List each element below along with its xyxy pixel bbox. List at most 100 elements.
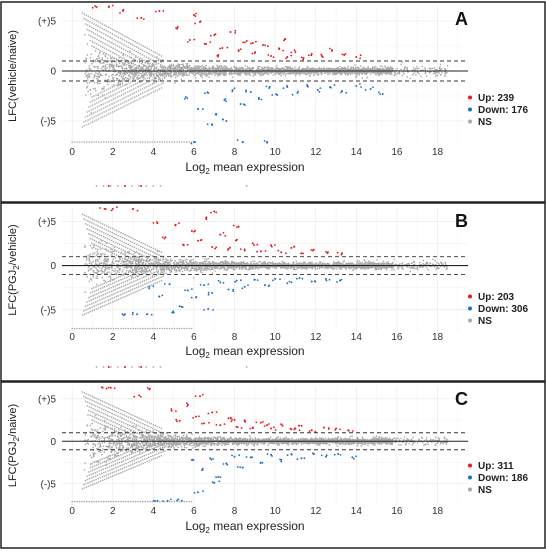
- ns-point: [184, 269, 186, 271]
- ns-point: [100, 41, 102, 43]
- ns-point: [249, 67, 251, 69]
- ns-point: [123, 53, 125, 55]
- ns-point: [92, 104, 94, 106]
- outlier-point: [140, 185, 142, 187]
- ns-point: [406, 67, 408, 69]
- ns-point: [149, 63, 151, 65]
- ns-point: [127, 62, 129, 64]
- ns-point: [93, 247, 95, 249]
- ns-point: [142, 45, 144, 47]
- down-point: [297, 91, 299, 93]
- ns-point: [96, 276, 98, 278]
- up-point: [270, 55, 272, 57]
- ns-point: [132, 63, 134, 65]
- ns-point: [87, 79, 89, 81]
- ns-point: [194, 269, 196, 271]
- ns-point: [102, 57, 104, 59]
- ns-point: [99, 35, 101, 37]
- ns-point: [384, 69, 386, 71]
- ns-point: [118, 51, 120, 53]
- ns-point: [280, 73, 282, 75]
- down-point: [334, 84, 336, 86]
- ns-point: [101, 28, 103, 30]
- ns-point: [98, 40, 100, 42]
- ns-point: [158, 68, 160, 70]
- ns-point: [107, 84, 109, 86]
- ns-point: [181, 64, 183, 66]
- ns-point: [129, 94, 131, 96]
- ns-point: [187, 74, 189, 76]
- ns-point: [177, 68, 179, 70]
- ns-point: [95, 60, 97, 62]
- ns-point: [125, 88, 127, 90]
- ns-point: [140, 49, 142, 51]
- ns-point: [437, 71, 439, 73]
- ns-point: [159, 78, 161, 80]
- ns-point: [339, 72, 341, 74]
- ns-point: [97, 259, 99, 261]
- ns-point: [418, 73, 420, 75]
- ns-point: [130, 102, 132, 104]
- ns-point: [93, 112, 95, 114]
- ns-point: [171, 75, 173, 77]
- ns-point: [88, 15, 90, 17]
- ns-point: [93, 108, 95, 110]
- ns-point: [274, 73, 276, 75]
- down-point: [379, 93, 381, 95]
- ns-point: [149, 69, 151, 71]
- ns-point: [127, 141, 129, 143]
- ns-point: [394, 74, 396, 76]
- ns-point: [356, 77, 358, 79]
- ns-point: [94, 74, 96, 76]
- ns-point: [111, 263, 113, 265]
- ns-point: [105, 54, 107, 56]
- ns-point: [351, 72, 353, 74]
- outlier-point: [138, 185, 140, 187]
- down-point: [271, 94, 273, 96]
- ns-point: [174, 67, 176, 69]
- ns-point: [245, 74, 247, 76]
- up-point: [294, 49, 296, 51]
- ns-point: [132, 74, 134, 76]
- ns-point: [155, 52, 157, 54]
- ns-point: [109, 67, 111, 69]
- outlier-point: [103, 185, 105, 187]
- ns-point: [87, 276, 89, 278]
- ns-point: [397, 68, 399, 70]
- ns-point: [144, 141, 146, 143]
- ns-point: [113, 98, 115, 100]
- ns-point: [415, 68, 417, 70]
- ns-point: [155, 90, 157, 92]
- ns-point: [114, 57, 116, 59]
- ns-point: [103, 86, 105, 88]
- ns-point: [94, 88, 96, 90]
- down-point: [269, 86, 271, 88]
- ns-point: [351, 69, 353, 71]
- ns-point: [165, 73, 167, 75]
- ns-point: [108, 141, 110, 143]
- ns-point: [125, 50, 127, 52]
- ns-point: [136, 95, 138, 97]
- ns-point: [122, 106, 124, 108]
- down-point: [244, 104, 246, 106]
- down-point: [185, 96, 187, 98]
- ns-point: [96, 39, 98, 41]
- ns-point: [127, 87, 129, 89]
- ns-point: [86, 87, 88, 89]
- ns-point: [90, 105, 92, 107]
- ns-point: [354, 64, 356, 66]
- ns-point: [241, 267, 243, 269]
- ns-point: [140, 93, 142, 95]
- ns-point: [166, 141, 168, 143]
- ns-point: [95, 111, 97, 113]
- ns-point: [86, 76, 88, 78]
- ns-point: [93, 32, 95, 34]
- ns-point: [223, 72, 225, 74]
- ns-point: [107, 101, 109, 103]
- ns-point: [253, 75, 255, 77]
- ns-point: [178, 259, 180, 261]
- outlier-point: [152, 185, 154, 187]
- ns-point: [112, 90, 114, 92]
- ns-point: [218, 68, 220, 70]
- ns-point: [87, 43, 89, 45]
